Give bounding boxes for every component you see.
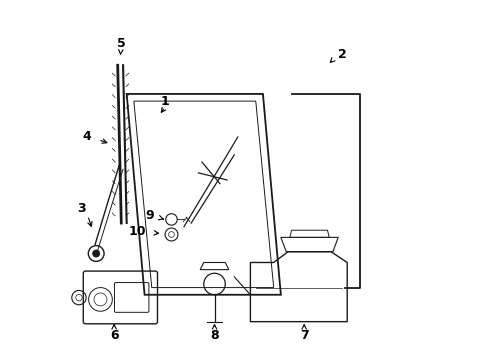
Text: 10: 10 [129, 225, 147, 238]
Text: 5: 5 [117, 37, 125, 50]
Text: 8: 8 [210, 329, 219, 342]
Text: 1: 1 [161, 95, 170, 108]
Text: 6: 6 [110, 329, 119, 342]
Text: 7: 7 [300, 329, 309, 342]
Text: 3: 3 [77, 202, 85, 215]
Text: 2: 2 [338, 48, 347, 61]
Text: 4: 4 [83, 130, 92, 144]
Circle shape [93, 250, 100, 257]
Text: 9: 9 [145, 210, 153, 222]
